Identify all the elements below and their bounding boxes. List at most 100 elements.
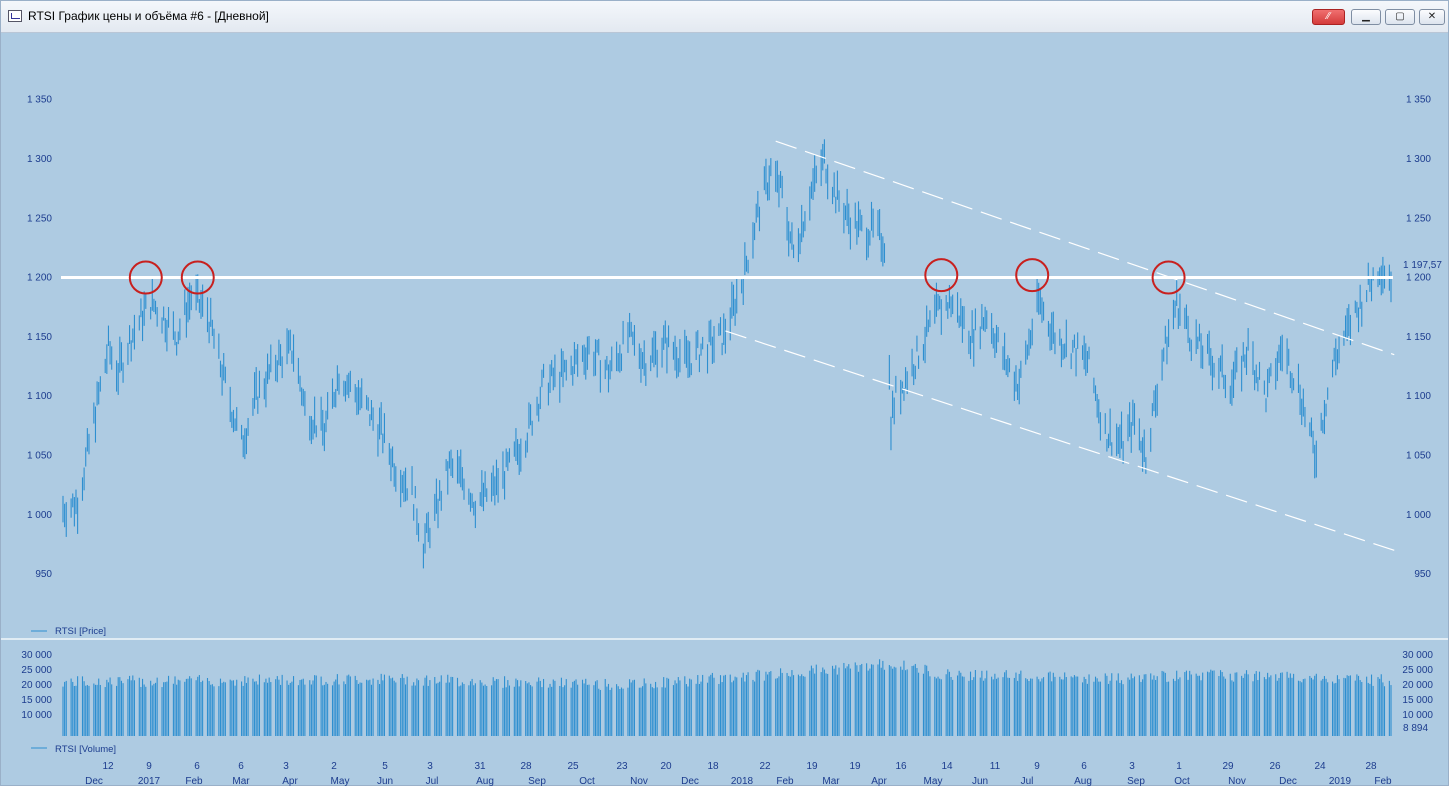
x-day-label: 6: [238, 761, 244, 772]
x-day-label: 29: [1222, 761, 1234, 772]
price-tick-left: 1 150: [27, 332, 52, 343]
price-axis: 1 350 1 350 1 300 1 300 1 250 1 250 1 200 1 200…: [27, 95, 1431, 580]
x-month-label: May: [331, 776, 350, 786]
price-tick-right: 1 050: [1406, 450, 1431, 461]
x-month-label: Oct: [579, 776, 595, 786]
x-day-label: 20: [660, 761, 672, 772]
link-icon: ∕∕: [1326, 11, 1331, 22]
x-month-label: Dec: [1279, 776, 1297, 786]
x-day-label: 24: [1314, 761, 1326, 772]
x-month-label: Mar: [232, 776, 250, 786]
price-tick-right: 1 000: [1406, 510, 1431, 521]
volume-tick-left: 20 000: [21, 680, 52, 691]
chart-area: 1 350 1 350 1 300 1 300 1 250 1 250 1 200 1 200…: [1, 95, 1448, 786]
volume-tick-right: 15 000: [1402, 695, 1433, 706]
close-icon: ✕: [1427, 11, 1437, 22]
volume-legend: RTSI [Volume]: [31, 744, 116, 755]
x-day-label: 6: [1081, 761, 1087, 772]
maximize-button[interactable]: ▢: [1385, 9, 1415, 25]
x-month-label: Aug: [1074, 776, 1092, 786]
highlight-circle: [1151, 260, 1186, 295]
channel-lower-line: [725, 330, 1395, 551]
chart-window-icon: [8, 10, 22, 22]
x-month-label: Jul: [426, 776, 439, 786]
x-month-label: Nov: [1228, 776, 1246, 786]
x-month-label: Jul: [1021, 776, 1034, 786]
x-month-label: Apr: [282, 776, 298, 786]
minimize-icon: ▁: [1362, 11, 1370, 22]
price-tick-left: 1 350: [27, 95, 52, 106]
channel-upper-line: [775, 140, 1395, 356]
x-day-label: 23: [616, 761, 628, 772]
x-month-label: Dec: [85, 776, 103, 786]
close-button[interactable]: ✕: [1419, 9, 1445, 25]
x-month-label: May: [924, 776, 943, 786]
x-day-label: 5: [382, 761, 388, 772]
price-tick-right: 1 100: [1406, 391, 1431, 402]
x-month-label: 2017: [138, 776, 161, 786]
x-day-label: 6: [194, 761, 200, 772]
x-month-label: Sep: [528, 776, 546, 786]
volume-tick-right: 20 000: [1402, 680, 1433, 691]
price-tick-left: 950: [35, 569, 52, 580]
volume-tick-left: 25 000: [21, 665, 52, 676]
minimize-button[interactable]: ▁: [1351, 9, 1381, 25]
x-day-label: 3: [1129, 761, 1135, 772]
price-tick-left: 1 100: [27, 391, 52, 402]
x-month-label: Oct: [1174, 776, 1190, 786]
price-bars: [62, 139, 1392, 569]
price-tick-left: 1 300: [27, 154, 52, 165]
price-tick-left: 1 000: [27, 510, 52, 521]
highlight-circle: [128, 260, 163, 295]
x-month-label: Apr: [871, 776, 887, 786]
highlight-circle: [924, 258, 959, 293]
x-day-label: 28: [520, 761, 532, 772]
x-day-label: 28: [1365, 761, 1377, 772]
last-volume-value: 8 894: [1403, 723, 1428, 734]
volume-tick-left: 30 000: [21, 650, 52, 661]
x-day-label: 3: [283, 761, 289, 772]
x-month-label: Jun: [972, 776, 988, 786]
price-tick-left: 1 200: [27, 273, 52, 284]
x-day-label: 18: [707, 761, 719, 772]
x-month-label: Dec: [681, 776, 699, 786]
x-day-label: 14: [941, 761, 953, 772]
price-tick-left: 1 050: [27, 450, 52, 461]
x-day-label: 19: [849, 761, 861, 772]
volume-tick-left: 15 000: [21, 695, 52, 706]
price-tick-right: 950: [1414, 569, 1431, 580]
x-day-label: 31: [474, 761, 486, 772]
volume-tick-right: 10 000: [1402, 710, 1433, 721]
last-price-label: 1 197,57: [1403, 260, 1442, 271]
x-day-label: 25: [567, 761, 579, 772]
link-button[interactable]: ∕∕: [1312, 9, 1345, 25]
x-month-label: Sep: [1127, 776, 1145, 786]
price-legend-label: RTSI [Price]: [55, 626, 106, 637]
window-title: RTSI График цены и объёма #6 - [Дневной]: [28, 9, 269, 23]
x-day-label: 9: [1034, 761, 1040, 772]
volume-axis: 30 000 30 000 25 000 25 000 20 000 20 000 15 0…: [21, 650, 1433, 721]
last-price-value: 1 197,57: [1403, 260, 1442, 271]
x-day-label: 3: [427, 761, 433, 772]
price-tick-right: 1 350: [1406, 95, 1431, 106]
x-month-label: Aug: [476, 776, 494, 786]
x-month-label: 2019: [1329, 776, 1352, 786]
x-day-label: 2: [331, 761, 337, 772]
x-month-label: Feb: [776, 776, 794, 786]
maximize-icon: ▢: [1395, 11, 1405, 22]
volume-tick-right: 25 000: [1402, 665, 1433, 676]
x-day-label: 11: [990, 761, 1001, 772]
price-tick-right: 1 200: [1406, 273, 1431, 284]
x-day-label: 19: [806, 761, 818, 772]
price-tick-right: 1 300: [1406, 154, 1431, 165]
x-axis-days: 12 9 6 6 3 2 5 3 31 28 25 23 20 18 22 19 19 16 14 11 9 6 3 1 29 2…: [102, 761, 1377, 772]
x-month-label: Feb: [185, 776, 203, 786]
title-bar[interactable]: RTSI График цены и объёма #6 - [Дневной]…: [1, 1, 1448, 33]
x-day-label: 9: [146, 761, 152, 772]
x-day-label: 22: [759, 761, 771, 772]
x-day-label: 16: [895, 761, 907, 772]
highlight-circle: [180, 260, 215, 295]
highlight-circle: [1015, 258, 1050, 293]
price-tick-right: 1 150: [1406, 332, 1431, 343]
